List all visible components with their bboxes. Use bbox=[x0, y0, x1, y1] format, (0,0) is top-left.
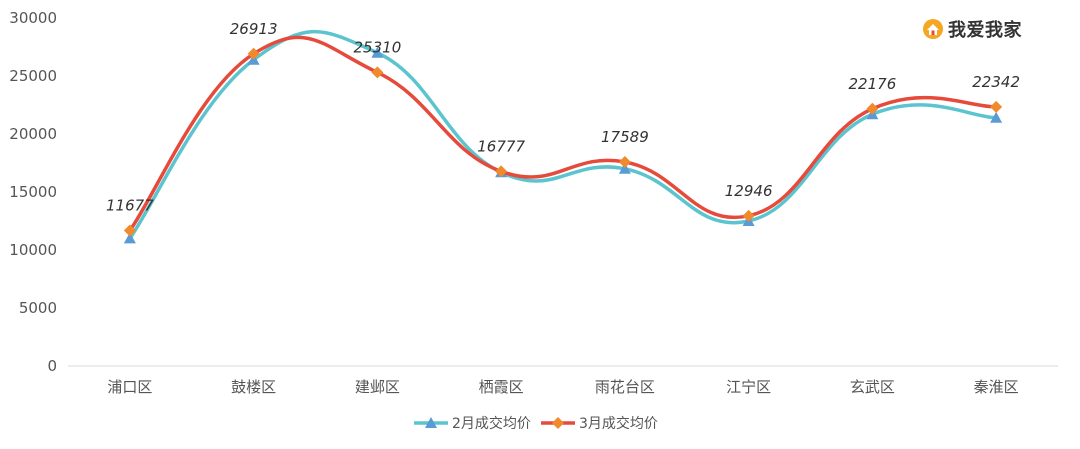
data-label: 16777 bbox=[477, 137, 525, 155]
legend-item: 2月成交均价 bbox=[414, 415, 531, 432]
series-marker-diamond bbox=[866, 102, 879, 115]
series-line bbox=[128, 30, 998, 241]
data-label: 22176 bbox=[849, 75, 897, 93]
series-marker-triangle bbox=[425, 417, 437, 428]
data-label: 12946 bbox=[725, 182, 773, 200]
series-marker-diamond bbox=[990, 100, 1003, 113]
legend-item: 3月成交均价 bbox=[541, 415, 658, 432]
x-tick-label: 江宁区 bbox=[726, 378, 771, 396]
data-labels: 11677 26913 25310 16777 17589 12946 22176 22342 bbox=[106, 20, 1020, 215]
y-tick-label: 10000 bbox=[9, 241, 57, 259]
series-line bbox=[128, 35, 998, 233]
y-axis-ticks: 0 5000 10000 15000 20000 25000 30000 bbox=[9, 9, 57, 375]
series-marker-diamond bbox=[123, 224, 136, 237]
data-label: 11677 bbox=[106, 197, 154, 215]
y-tick-label: 0 bbox=[47, 357, 57, 375]
x-tick-label: 雨花台区 bbox=[595, 378, 655, 396]
series-marker-diamond bbox=[495, 165, 508, 178]
series-layer bbox=[123, 30, 1003, 244]
series-marker-triangle bbox=[990, 111, 1003, 123]
brand-logo: 我爱我家 bbox=[922, 16, 1022, 42]
x-tick-label: 秦淮区 bbox=[974, 378, 1019, 396]
data-label: 22342 bbox=[972, 73, 1020, 91]
house-icon bbox=[923, 19, 943, 39]
series-1 bbox=[123, 30, 1003, 244]
series-marker-diamond bbox=[618, 155, 631, 168]
x-tick-label: 栖霞区 bbox=[479, 378, 524, 396]
legend-label: 3月成交均价 bbox=[579, 415, 658, 432]
x-tick-label: 玄武区 bbox=[850, 378, 895, 396]
x-tick-label: 建邺区 bbox=[355, 378, 400, 396]
series-marker-diamond bbox=[552, 417, 564, 429]
y-tick-label: 25000 bbox=[9, 67, 57, 85]
data-label: 26913 bbox=[230, 20, 278, 38]
series-marker-diamond bbox=[742, 209, 755, 222]
series-marker-diamond bbox=[371, 66, 384, 79]
y-tick-label: 15000 bbox=[9, 183, 57, 201]
series-marker-diamond bbox=[247, 47, 260, 60]
y-tick-label: 20000 bbox=[9, 125, 57, 143]
series-2 bbox=[123, 35, 1003, 237]
legend-label: 2月成交均价 bbox=[452, 415, 531, 432]
series-marker-triangle bbox=[123, 232, 136, 244]
series-marker-triangle bbox=[618, 162, 631, 174]
data-label: 25310 bbox=[354, 38, 402, 56]
y-tick-label: 30000 bbox=[9, 9, 57, 27]
series-marker-triangle bbox=[371, 46, 384, 58]
x-tick-label: 鼓楼区 bbox=[231, 378, 276, 396]
x-tick-label: 浦口区 bbox=[107, 378, 152, 396]
x-axis-ticks: 浦口区 鼓楼区 建邺区 栖霞区 雨花台区 江宁区 玄武区 秦淮区 bbox=[107, 378, 1018, 396]
y-tick-label: 5000 bbox=[19, 299, 57, 317]
legend: 2月成交均价 3月成交均价 bbox=[414, 415, 658, 432]
data-label: 17589 bbox=[601, 128, 649, 146]
brand-name: 我爱我家 bbox=[948, 20, 1022, 41]
